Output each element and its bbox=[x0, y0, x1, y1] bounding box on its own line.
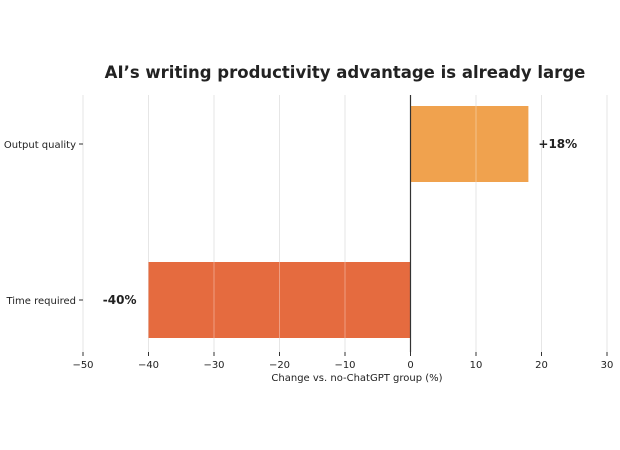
x-tick-label: 20 bbox=[535, 360, 548, 371]
x-tick-label: −10 bbox=[334, 360, 355, 371]
x-tick-label: −40 bbox=[138, 360, 159, 371]
x-tick-label: −30 bbox=[203, 360, 224, 371]
y-tick-label: Output quality bbox=[4, 140, 76, 151]
data-label: -40% bbox=[103, 293, 137, 307]
x-tick-label: 30 bbox=[601, 360, 614, 371]
bar-output-quality bbox=[410, 106, 529, 182]
bar-time-required bbox=[148, 262, 411, 338]
data-label: +18% bbox=[538, 137, 577, 151]
x-tick-label: −20 bbox=[269, 360, 290, 371]
x-tick-label: 0 bbox=[407, 360, 413, 371]
chart-title: AI’s writing productivity advantage is a… bbox=[104, 63, 586, 82]
x-axis-label: Change vs. no-ChatGPT group (%) bbox=[271, 373, 442, 384]
y-tick-label: Time required bbox=[5, 296, 76, 307]
x-tick-label: 10 bbox=[470, 360, 483, 371]
x-tick-label: −50 bbox=[72, 360, 93, 371]
